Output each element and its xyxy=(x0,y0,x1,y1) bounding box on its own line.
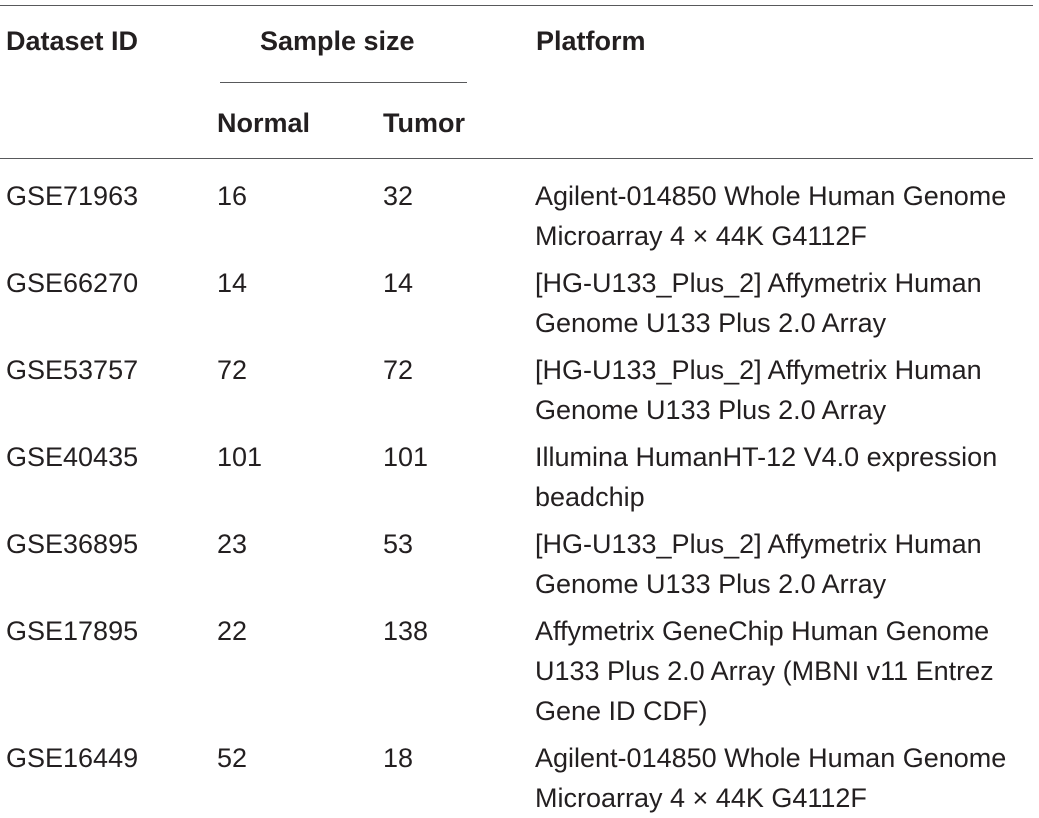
tumor-count-cell: 53 xyxy=(383,529,414,559)
platform-text-line: Agilent-014850 Whole Human Genome xyxy=(535,743,1007,773)
header-tumor: Tumor xyxy=(383,108,465,138)
platform-text-line: beadchip xyxy=(535,482,645,512)
table-row: GSE17895 22 138 Affymetrix GeneChip Human G… xyxy=(0,611,1033,731)
table-row: GSE16449 52 18 Agilent-014850 Whole Human G… xyxy=(0,738,1033,818)
platform-text-line: [HG-U133_Plus_2] Affymetrix Human xyxy=(535,529,982,559)
platform-cell: [HG-U133_Plus_2] Affymetrix Human Genome … xyxy=(535,350,1033,430)
platform-text-line: Affymetrix GeneChip Human Genome xyxy=(535,616,990,646)
table-row: GSE36895 23 53 [HG-U133_Plus_2] Affymetrix … xyxy=(0,524,1033,604)
platform-cell: Agilent-014850 Whole Human Genome Microar… xyxy=(535,176,1033,256)
dataset-id-cell: GSE16449 xyxy=(6,743,139,773)
platform-cell: Affymetrix GeneChip Human Genome U133 Plu… xyxy=(535,611,1033,731)
platform-text-line: [HG-U133_Plus_2] Affymetrix Human xyxy=(535,268,982,298)
tumor-count-cell: 18 xyxy=(383,743,414,773)
tumor-count-cell: 138 xyxy=(383,616,429,646)
header-sample-size: Sample size xyxy=(260,26,415,56)
normal-count-cell: 23 xyxy=(217,529,248,559)
normal-count-cell: 72 xyxy=(217,355,248,385)
normal-count-cell: 101 xyxy=(217,442,263,472)
normal-count-cell: 22 xyxy=(217,616,248,646)
table-row: GSE53757 72 72 [HG-U133_Plus_2] Affymetrix … xyxy=(0,350,1033,430)
platform-text-line: [HG-U133_Plus_2] Affymetrix Human xyxy=(535,355,982,385)
normal-count-cell: 16 xyxy=(217,181,248,211)
normal-count-cell: 52 xyxy=(217,743,248,773)
header-platform: Platform xyxy=(536,26,646,56)
platform-text-line: Genome U133 Plus 2.0 Array xyxy=(535,395,887,425)
header-dataset-id: Dataset ID xyxy=(6,26,139,56)
tumor-count-cell: 72 xyxy=(383,355,414,385)
table-row: GSE40435 101 101 Illumina HumanHT-12 V4.0 e… xyxy=(0,437,1033,517)
platform-cell: Agilent-014850 Whole Human Genome Microar… xyxy=(535,738,1033,818)
platform-text-line: Genome U133 Plus 2.0 Array xyxy=(535,308,887,338)
header-bottom-rule xyxy=(0,158,1033,159)
header-normal: Normal xyxy=(217,108,311,138)
platform-text-line: U133 Plus 2.0 Array (MBNI v11 Entrez xyxy=(535,656,994,686)
platform-text-line: Agilent-014850 Whole Human Genome xyxy=(535,181,1007,211)
tumor-count-cell: 32 xyxy=(383,181,414,211)
dataset-id-cell: GSE40435 xyxy=(6,442,139,472)
table-row: GSE66270 14 14 [HG-U133_Plus_2] Affymetrix … xyxy=(0,263,1033,343)
tumor-count-cell: 14 xyxy=(383,268,414,298)
platform-cell: [HG-U133_Plus_2] Affymetrix Human Genome … xyxy=(535,263,1033,343)
dataset-id-cell: GSE53757 xyxy=(6,355,139,385)
tumor-count-cell: 101 xyxy=(383,442,429,472)
platform-cell: Illumina HumanHT-12 V4.0 expression beadc… xyxy=(535,437,1033,517)
table-body: GSE71963 16 32 Agilent-014850 Whole Human G… xyxy=(0,176,1033,818)
platform-text-line: Microarray 4 × 44K G4112F xyxy=(535,221,867,251)
dataset-id-cell: GSE17895 xyxy=(6,616,139,646)
platform-text-line: Illumina HumanHT-12 V4.0 expression xyxy=(535,442,998,472)
dataset-id-cell: GSE36895 xyxy=(6,529,139,559)
platform-text-line: Gene ID CDF) xyxy=(535,696,708,726)
platform-text-line: Microarray 4 × 44K G4112F xyxy=(535,783,867,813)
normal-count-cell: 14 xyxy=(217,268,248,298)
platform-text-line: Genome U133 Plus 2.0 Array xyxy=(535,569,887,599)
sample-size-span-rule xyxy=(220,82,467,83)
table-row: GSE71963 16 32 Agilent-014850 Whole Human G… xyxy=(0,176,1033,256)
table-top-rule xyxy=(0,5,1033,6)
platform-cell: [HG-U133_Plus_2] Affymetrix Human Genome … xyxy=(535,524,1033,604)
dataset-id-cell: GSE66270 xyxy=(6,268,139,298)
dataset-id-cell: GSE71963 xyxy=(6,181,139,211)
